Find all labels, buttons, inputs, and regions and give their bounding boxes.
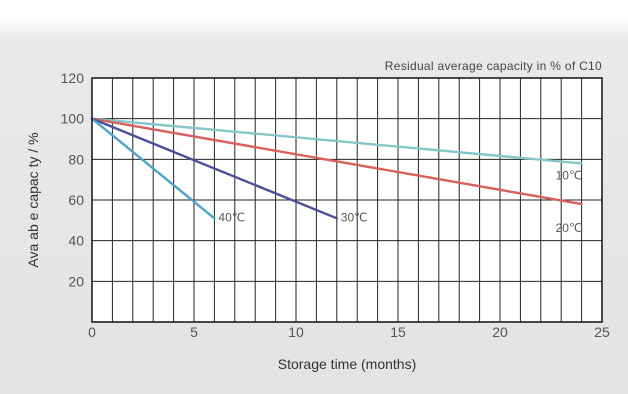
x-tick-label: 20 xyxy=(492,324,508,340)
x-tick-labels: 0 5 10 15 20 25 xyxy=(88,324,610,340)
series-label-2: 20℃ xyxy=(556,221,583,235)
series-label-4: 40℃ xyxy=(218,210,245,224)
y-tick-labels: 20 40 60 80 100 120 xyxy=(61,70,85,289)
x-tick-label: 5 xyxy=(190,324,198,340)
y-tick-label: 20 xyxy=(68,273,84,289)
x-tick-label: 25 xyxy=(594,324,610,340)
x-tick-label: 0 xyxy=(88,324,96,340)
series-label-3: 30℃ xyxy=(341,210,368,224)
series-line-1 xyxy=(90,117,583,165)
x-tick-label: 15 xyxy=(390,324,406,340)
y-tick-label: 120 xyxy=(61,70,85,86)
y-axis-title: Ava ab e capac ty / % xyxy=(25,132,41,267)
x-axis-title: Storage time (months) xyxy=(278,356,417,372)
x-tick-label: 10 xyxy=(288,324,304,340)
capacity-annotation: Residual average capacity in % of C10 xyxy=(385,59,602,73)
series-labels: 10℃ 20℃ 30℃ 40℃ xyxy=(218,168,582,235)
y-tick-label: 80 xyxy=(68,151,84,167)
y-tick-label: 100 xyxy=(61,111,85,127)
y-tick-label: 60 xyxy=(68,192,84,208)
grid xyxy=(92,78,602,322)
series-group xyxy=(90,117,583,220)
series-line-3 xyxy=(90,117,338,220)
y-tick-label: 40 xyxy=(68,233,84,249)
series-line-2 xyxy=(90,117,583,206)
plot-frame xyxy=(91,77,603,323)
series-line-4 xyxy=(90,117,216,220)
series-label-1: 10℃ xyxy=(556,168,583,182)
